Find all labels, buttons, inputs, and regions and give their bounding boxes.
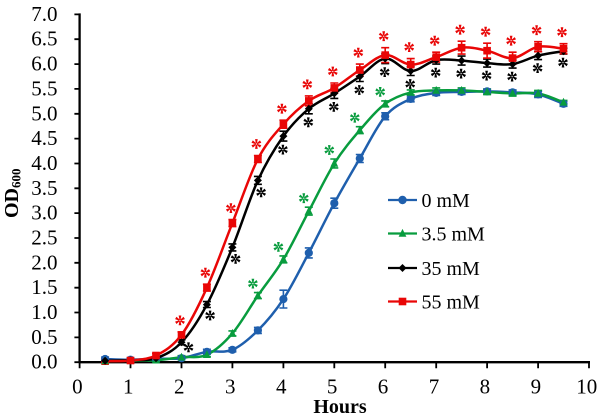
svg-text:3.0: 3.0	[31, 201, 57, 225]
svg-text:4.5: 4.5	[31, 126, 57, 150]
svg-text:5.5: 5.5	[31, 76, 57, 100]
svg-text:9: 9	[531, 375, 542, 399]
svg-text:55 mM: 55 mM	[422, 291, 481, 313]
svg-text:8: 8	[480, 375, 491, 399]
svg-text:4.0: 4.0	[31, 151, 57, 175]
svg-text:3.5 mM: 3.5 mM	[422, 223, 486, 245]
svg-text:1.0: 1.0	[31, 300, 57, 324]
svg-text:7: 7	[429, 375, 440, 399]
svg-text:0: 0	[72, 375, 83, 399]
svg-text:0 mM: 0 mM	[422, 190, 471, 212]
svg-text:5.0: 5.0	[31, 101, 57, 125]
svg-text:1.5: 1.5	[31, 275, 57, 299]
svg-text:3.5: 3.5	[31, 176, 57, 200]
svg-text:3: 3	[225, 375, 236, 399]
svg-text:1: 1	[123, 375, 134, 399]
svg-text:5: 5	[327, 375, 338, 399]
svg-text:Hours: Hours	[313, 396, 367, 418]
svg-text:0.0: 0.0	[31, 350, 57, 374]
svg-text:7.0: 7.0	[31, 2, 57, 26]
svg-text:35 mM: 35 mM	[422, 258, 481, 280]
svg-text:4: 4	[276, 375, 287, 399]
svg-text:2: 2	[174, 375, 185, 399]
svg-text:6: 6	[378, 375, 389, 399]
svg-text:6.0: 6.0	[31, 52, 57, 76]
svg-text:2.0: 2.0	[31, 250, 57, 274]
svg-text:10: 10	[576, 375, 597, 399]
svg-text:6.5: 6.5	[31, 27, 57, 51]
svg-text:0.5: 0.5	[31, 325, 57, 349]
svg-text:2.5: 2.5	[31, 226, 57, 250]
